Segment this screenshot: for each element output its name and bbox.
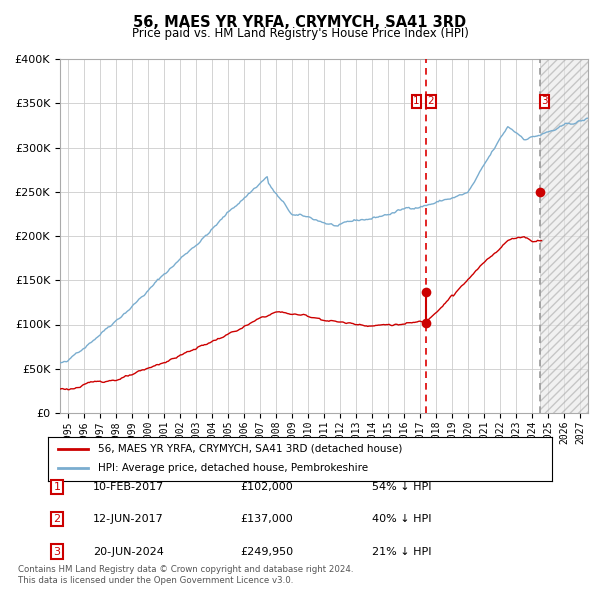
Text: 2: 2 xyxy=(53,514,61,524)
Text: 20-JUN-2024: 20-JUN-2024 xyxy=(93,547,164,556)
Text: 56, MAES YR YRFA, CRYMYCH, SA41 3RD (detached house): 56, MAES YR YRFA, CRYMYCH, SA41 3RD (det… xyxy=(98,444,403,454)
Text: £102,000: £102,000 xyxy=(240,482,293,491)
Text: 56, MAES YR YRFA, CRYMYCH, SA41 3RD: 56, MAES YR YRFA, CRYMYCH, SA41 3RD xyxy=(133,15,467,30)
Text: 1: 1 xyxy=(413,97,420,106)
Text: 3: 3 xyxy=(541,97,548,106)
Text: 12-JUN-2017: 12-JUN-2017 xyxy=(93,514,164,524)
Text: 21% ↓ HPI: 21% ↓ HPI xyxy=(372,547,431,556)
Bar xyxy=(539,59,588,413)
Text: HPI: Average price, detached house, Pembrokeshire: HPI: Average price, detached house, Pemb… xyxy=(98,464,368,473)
Text: Price paid vs. HM Land Registry's House Price Index (HPI): Price paid vs. HM Land Registry's House … xyxy=(131,27,469,40)
Text: 10-FEB-2017: 10-FEB-2017 xyxy=(93,482,164,491)
Text: Contains HM Land Registry data © Crown copyright and database right 2024.: Contains HM Land Registry data © Crown c… xyxy=(18,565,353,574)
Text: £249,950: £249,950 xyxy=(240,547,293,556)
Text: This data is licensed under the Open Government Licence v3.0.: This data is licensed under the Open Gov… xyxy=(18,576,293,585)
Text: 54% ↓ HPI: 54% ↓ HPI xyxy=(372,482,431,491)
Text: 1: 1 xyxy=(53,482,61,491)
Text: 40% ↓ HPI: 40% ↓ HPI xyxy=(372,514,431,524)
Text: 3: 3 xyxy=(53,547,61,556)
Text: £137,000: £137,000 xyxy=(240,514,293,524)
Text: 2: 2 xyxy=(428,97,434,106)
